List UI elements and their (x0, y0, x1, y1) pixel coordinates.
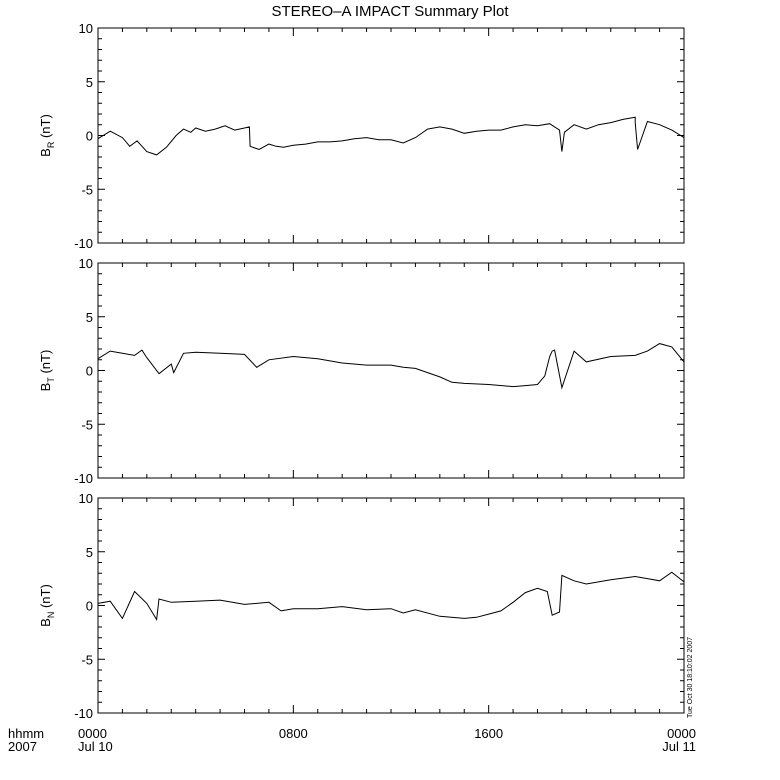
y-tick-label: 0 (86, 599, 93, 614)
x-tick-time-label: 0800 (279, 726, 308, 741)
y-tick-label: -5 (81, 417, 93, 432)
y-tick-label: -10 (74, 236, 93, 251)
y-label-unit: (nT) (38, 114, 53, 141)
y-tick-label: 10 (79, 256, 93, 271)
y-label-main: B (38, 618, 53, 627)
panel-b-n: 10 5 0 -5 -10 BN (nT) (38, 491, 685, 721)
y-label-subscript: R (46, 141, 56, 148)
y-tick-label: 5 (86, 310, 93, 325)
y-axis-label: BT (nT) (38, 350, 56, 392)
y-tick-label: 5 (86, 75, 93, 90)
y-tick-label: 5 (86, 545, 93, 560)
y-tick-label: -5 (81, 182, 93, 197)
y-tick-label: -10 (74, 706, 93, 721)
y-axis-label: BR (nT) (38, 114, 56, 157)
y-tick-label: -5 (81, 652, 93, 667)
panel-frame (97, 262, 685, 479)
panel-b-r: 10 5 0 -5 -10 BR (nT) (38, 21, 685, 251)
y-axis-label: BN (nT) (38, 584, 56, 627)
y-label-unit: (nT) (38, 584, 53, 611)
x-tick-time-label: 1600 (474, 726, 503, 741)
x-axis-row1-label: hhmm (8, 726, 44, 741)
y-tick-label: 10 (79, 491, 93, 506)
x-tick-time-label: 0000 (78, 726, 107, 741)
y-tick-label: -10 (74, 471, 93, 486)
y-tick-label: 10 (79, 21, 93, 36)
panel-frame (97, 27, 685, 244)
y-label-subscript: T (46, 377, 56, 383)
x-axis-row2-label: 2007 (8, 739, 37, 754)
y-tick-label: 0 (86, 129, 93, 144)
y-label-main: B (38, 383, 53, 392)
series-line-b-r (97, 116, 685, 156)
x-tick-date-label: Jul 10 (78, 739, 113, 754)
y-tick-label: 0 (86, 364, 93, 379)
chart-title: STEREO–A IMPACT Summary Plot (271, 3, 509, 20)
x-tick-time-label: 0000 (667, 726, 696, 741)
series-line-b-n (97, 571, 685, 622)
y-label-unit: (nT) (38, 350, 53, 377)
x-tick-date-label: Jul 11 (662, 739, 696, 754)
panel-b-t: 10 5 0 -5 -10 BT (nT) (38, 256, 685, 486)
panel-frame (97, 497, 685, 714)
y-label-subscript: N (46, 612, 56, 619)
y-label-main: B (38, 148, 53, 157)
timestamp: Tue Oct 30 18:10:02 2007 (687, 637, 694, 718)
series-line-b-t (97, 343, 685, 390)
